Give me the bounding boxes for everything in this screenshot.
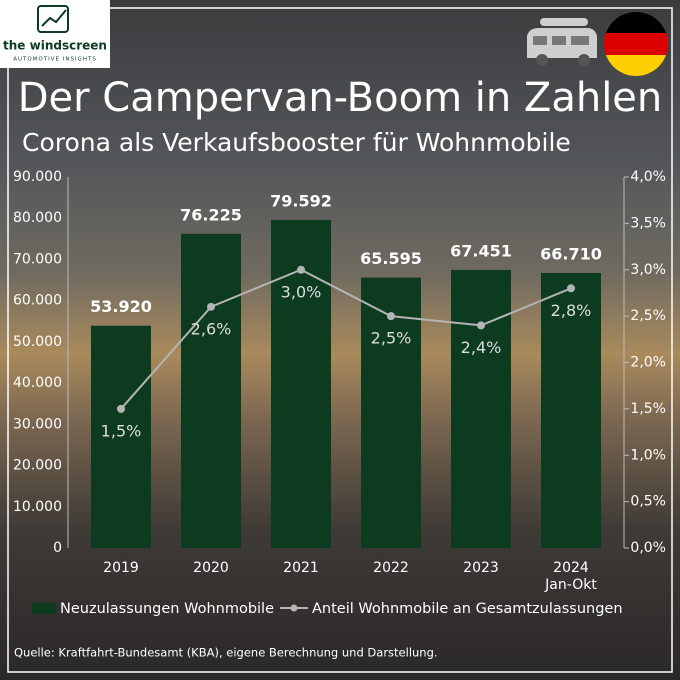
y-tick-label: 30.000 <box>13 416 62 432</box>
legend-swatch <box>290 604 298 612</box>
bar <box>361 277 421 548</box>
line-value-label: 2,8% <box>551 301 592 320</box>
line-point <box>567 284 575 293</box>
flag <box>604 12 668 76</box>
x-tick-label: 2019 <box>103 560 139 576</box>
y-tick-label: 0 <box>53 540 62 556</box>
y-tick-label: 70.000 <box>13 251 62 267</box>
bar-value-label: 66.710 <box>540 245 602 264</box>
line-value-label: 2,6% <box>191 319 232 338</box>
line-value-label: 2,5% <box>371 329 412 348</box>
x-tick-label: 2023 <box>463 560 499 576</box>
y-tick-label: 80.000 <box>13 210 62 226</box>
y2-tick-label: 0,5% <box>630 494 666 510</box>
y2-tick-label: 3,0% <box>630 262 666 278</box>
bar <box>451 269 511 548</box>
logo-box <box>0 0 110 68</box>
bar-value-label: 76.225 <box>180 205 242 224</box>
y2-tick-label: 1,5% <box>630 401 666 417</box>
y-tick-label: 10.000 <box>13 499 62 515</box>
brand-name: the windscreen <box>3 39 107 53</box>
source: Quelle: Kraftfahrt-Bundesamt (KBA), eige… <box>14 646 438 660</box>
x-tick-label: 2022 <box>373 560 409 576</box>
x-tick-label: 2024 Jan-Okt <box>545 560 597 593</box>
y-tick-label: 40.000 <box>13 375 62 391</box>
bar <box>181 233 241 548</box>
y2-tick-label: 2,0% <box>630 355 666 371</box>
y-tick-label: 50.000 <box>13 334 62 350</box>
legend-label: Neuzulassungen Wohnmobile <box>60 601 274 617</box>
bar-value-label: 79.592 <box>270 191 332 210</box>
line-value-label: 3,0% <box>281 282 322 301</box>
logo-icon <box>37 5 69 33</box>
line-point <box>117 404 125 413</box>
line-point <box>477 321 485 330</box>
x-tick-label: 2021 <box>283 560 319 576</box>
line <box>120 268 572 410</box>
line-point <box>387 312 395 321</box>
y2-tick-label: 3,5% <box>630 215 666 231</box>
y2-tick-label: 0,0% <box>630 540 666 556</box>
van-icon <box>527 18 597 66</box>
chart-title: Der Campervan-Boom in Zahlen <box>18 75 663 121</box>
y2-tick-label: 2,5% <box>630 308 666 324</box>
bar <box>271 219 331 548</box>
y-tick-label: 20.000 <box>13 458 62 474</box>
bar-value-label: 53.920 <box>90 297 152 316</box>
legend-swatch <box>32 603 56 614</box>
frame <box>7 7 673 673</box>
legend-label: Anteil Wohnmobile an Gesamtzulassungen <box>312 601 623 617</box>
y2-tick-label: 4,0% <box>630 169 666 185</box>
brand-tagline: AUTOMOTIVE INSIGHTS <box>13 57 97 63</box>
y-tick-label: 90.000 <box>13 169 62 185</box>
y-tick-label: 60.000 <box>13 293 62 309</box>
line-value-label: 1,5% <box>101 421 142 440</box>
x-tick-label: 2020 <box>193 560 229 576</box>
bar <box>91 325 151 548</box>
bar-value-label: 65.595 <box>360 249 422 268</box>
line-point <box>207 302 215 311</box>
line-point <box>297 265 305 274</box>
y2-tick-label: 1,0% <box>630 447 666 463</box>
line-value-label: 2,4% <box>461 338 502 357</box>
bar <box>541 273 601 548</box>
bar-value-label: 67.451 <box>450 241 512 260</box>
chart-subtitle: Corona als Verkaufsbooster für Wohnmobil… <box>22 128 571 157</box>
